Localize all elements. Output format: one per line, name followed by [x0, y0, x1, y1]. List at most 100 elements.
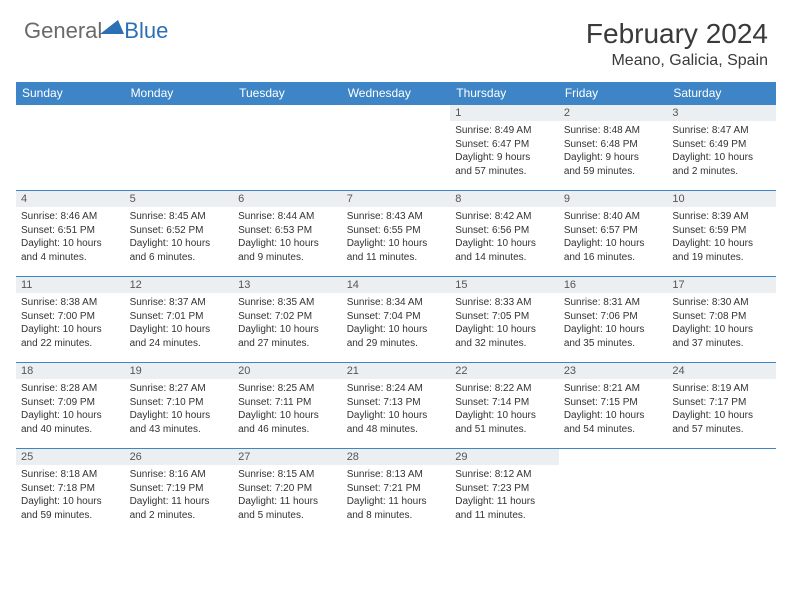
day-data-line: Daylight: 10 hours [347, 237, 446, 251]
day-data-line: Sunrise: 8:27 AM [130, 382, 229, 396]
calendar-body: 1Sunrise: 8:49 AMSunset: 6:47 PMDaylight… [16, 105, 776, 535]
day-data-line: Sunrise: 8:30 AM [672, 296, 771, 310]
day-data-line: Sunset: 6:47 PM [455, 138, 554, 152]
day-data-line: Sunset: 7:14 PM [455, 396, 554, 410]
day-data: Sunrise: 8:44 AMSunset: 6:53 PMDaylight:… [233, 207, 342, 267]
calendar-day-cell: 2Sunrise: 8:48 AMSunset: 6:48 PMDaylight… [559, 105, 668, 191]
logo: General Blue [24, 18, 168, 44]
day-data-line: and 59 minutes. [564, 165, 663, 179]
day-data-line: Daylight: 11 hours [238, 495, 337, 509]
calendar-day-cell: 14Sunrise: 8:34 AMSunset: 7:04 PMDayligh… [342, 277, 451, 363]
day-data-line: Daylight: 10 hours [238, 237, 337, 251]
calendar-day-cell [233, 105, 342, 191]
calendar-week-row: 4Sunrise: 8:46 AMSunset: 6:51 PMDaylight… [16, 191, 776, 277]
day-data-line: Daylight: 10 hours [21, 495, 120, 509]
day-number: 18 [16, 363, 125, 379]
day-data: Sunrise: 8:24 AMSunset: 7:13 PMDaylight:… [342, 379, 451, 439]
calendar-day-cell: 22Sunrise: 8:22 AMSunset: 7:14 PMDayligh… [450, 363, 559, 449]
calendar-day-cell: 27Sunrise: 8:15 AMSunset: 7:20 PMDayligh… [233, 449, 342, 535]
day-data-line: Daylight: 9 hours [455, 151, 554, 165]
day-data-line: Daylight: 10 hours [455, 323, 554, 337]
day-number: 11 [16, 277, 125, 293]
day-number: 24 [667, 363, 776, 379]
day-data-line: and 8 minutes. [347, 509, 446, 523]
calendar-day-cell: 13Sunrise: 8:35 AMSunset: 7:02 PMDayligh… [233, 277, 342, 363]
calendar-week-row: 18Sunrise: 8:28 AMSunset: 7:09 PMDayligh… [16, 363, 776, 449]
day-data-line: Daylight: 10 hours [238, 409, 337, 423]
day-data-line: Daylight: 10 hours [564, 409, 663, 423]
calendar-day-cell [667, 449, 776, 535]
calendar-day-cell [16, 105, 125, 191]
day-data-line: Sunrise: 8:22 AM [455, 382, 554, 396]
calendar-day-cell: 8Sunrise: 8:42 AMSunset: 6:56 PMDaylight… [450, 191, 559, 277]
day-data-line: and 19 minutes. [672, 251, 771, 265]
calendar-week-row: 1Sunrise: 8:49 AMSunset: 6:47 PMDaylight… [16, 105, 776, 191]
calendar-day-cell: 20Sunrise: 8:25 AMSunset: 7:11 PMDayligh… [233, 363, 342, 449]
calendar-day-cell: 3Sunrise: 8:47 AMSunset: 6:49 PMDaylight… [667, 105, 776, 191]
day-of-week-header: Saturday [667, 82, 776, 105]
day-data: Sunrise: 8:34 AMSunset: 7:04 PMDaylight:… [342, 293, 451, 353]
day-data-line: and 57 minutes. [455, 165, 554, 179]
day-data: Sunrise: 8:46 AMSunset: 6:51 PMDaylight:… [16, 207, 125, 267]
day-number: 3 [667, 105, 776, 121]
day-data: Sunrise: 8:35 AMSunset: 7:02 PMDaylight:… [233, 293, 342, 353]
day-data-line: Sunset: 6:51 PM [21, 224, 120, 238]
calendar-day-cell: 15Sunrise: 8:33 AMSunset: 7:05 PMDayligh… [450, 277, 559, 363]
day-number: 6 [233, 191, 342, 207]
day-data-line: Sunset: 7:20 PM [238, 482, 337, 496]
calendar-day-cell: 6Sunrise: 8:44 AMSunset: 6:53 PMDaylight… [233, 191, 342, 277]
day-data: Sunrise: 8:40 AMSunset: 6:57 PMDaylight:… [559, 207, 668, 267]
calendar-week-row: 11Sunrise: 8:38 AMSunset: 7:00 PMDayligh… [16, 277, 776, 363]
day-number: 10 [667, 191, 776, 207]
day-data: Sunrise: 8:47 AMSunset: 6:49 PMDaylight:… [667, 121, 776, 181]
day-number: 19 [125, 363, 234, 379]
day-number: 1 [450, 105, 559, 121]
day-number: 2 [559, 105, 668, 121]
day-number: 12 [125, 277, 234, 293]
logo-triangle-icon [100, 18, 124, 38]
day-number: 29 [450, 449, 559, 465]
day-number: 17 [667, 277, 776, 293]
day-data-line: Sunset: 6:56 PM [455, 224, 554, 238]
day-data-line: Sunrise: 8:19 AM [672, 382, 771, 396]
day-data: Sunrise: 8:45 AMSunset: 6:52 PMDaylight:… [125, 207, 234, 267]
calendar-day-cell: 9Sunrise: 8:40 AMSunset: 6:57 PMDaylight… [559, 191, 668, 277]
day-data-line: Sunrise: 8:24 AM [347, 382, 446, 396]
day-data-line: Sunrise: 8:47 AM [672, 124, 771, 138]
day-number: 14 [342, 277, 451, 293]
day-data-line: Sunset: 7:04 PM [347, 310, 446, 324]
day-of-week-header: Tuesday [233, 82, 342, 105]
day-data-line: Daylight: 10 hours [238, 323, 337, 337]
day-data-line: Sunrise: 8:44 AM [238, 210, 337, 224]
day-data-line: Sunrise: 8:34 AM [347, 296, 446, 310]
day-data-line: Daylight: 10 hours [672, 323, 771, 337]
day-number: 20 [233, 363, 342, 379]
day-data-line: and 32 minutes. [455, 337, 554, 351]
day-data-line: Sunrise: 8:28 AM [21, 382, 120, 396]
day-data-line: Daylight: 10 hours [672, 237, 771, 251]
day-data-line: Daylight: 10 hours [21, 237, 120, 251]
day-data-line: Sunrise: 8:39 AM [672, 210, 771, 224]
calendar-day-cell: 7Sunrise: 8:43 AMSunset: 6:55 PMDaylight… [342, 191, 451, 277]
day-data-line: Sunrise: 8:16 AM [130, 468, 229, 482]
calendar-day-cell: 19Sunrise: 8:27 AMSunset: 7:10 PMDayligh… [125, 363, 234, 449]
day-data-line: Sunrise: 8:40 AM [564, 210, 663, 224]
logo-text-general: General [24, 18, 102, 44]
day-data-line: Daylight: 10 hours [347, 409, 446, 423]
day-number: 27 [233, 449, 342, 465]
day-data-line: and 9 minutes. [238, 251, 337, 265]
day-data-line: Sunset: 7:13 PM [347, 396, 446, 410]
day-data-line: and 6 minutes. [130, 251, 229, 265]
day-data-line: Daylight: 10 hours [455, 409, 554, 423]
day-data: Sunrise: 8:15 AMSunset: 7:20 PMDaylight:… [233, 465, 342, 525]
calendar-day-cell [125, 105, 234, 191]
calendar-week-row: 25Sunrise: 8:18 AMSunset: 7:18 PMDayligh… [16, 449, 776, 535]
day-data-line: Sunset: 6:53 PM [238, 224, 337, 238]
day-data-line: and 4 minutes. [21, 251, 120, 265]
day-data: Sunrise: 8:18 AMSunset: 7:18 PMDaylight:… [16, 465, 125, 525]
day-data-line: and 11 minutes. [455, 509, 554, 523]
calendar-table: SundayMondayTuesdayWednesdayThursdayFrid… [16, 82, 776, 535]
day-data-line: Sunset: 7:19 PM [130, 482, 229, 496]
calendar-day-cell [559, 449, 668, 535]
day-of-week-header: Sunday [16, 82, 125, 105]
